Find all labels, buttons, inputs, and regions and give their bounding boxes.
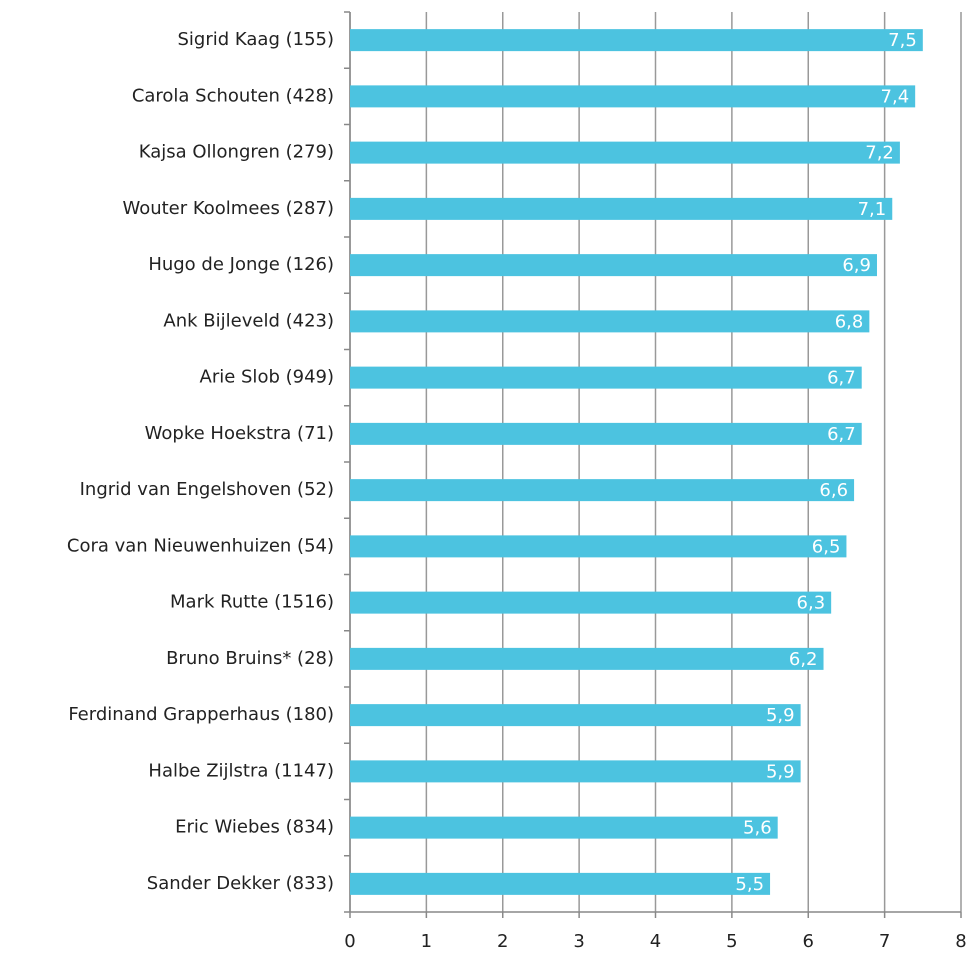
value-label: 6,2 bbox=[789, 649, 818, 670]
y-tick-label: Cora van Nieuwenhuizen (54) bbox=[67, 535, 334, 556]
bar bbox=[350, 872, 771, 895]
value-label: 6,9 bbox=[842, 255, 871, 276]
bar bbox=[350, 366, 862, 389]
y-tick-label: Arie Slob (949) bbox=[200, 367, 335, 388]
bar bbox=[350, 254, 877, 277]
value-label: 5,9 bbox=[766, 761, 795, 782]
y-tick-label: Ferdinand Grapperhaus (180) bbox=[68, 704, 334, 725]
y-tick-label: Sigrid Kaag (155) bbox=[178, 29, 335, 50]
value-label: 5,9 bbox=[766, 705, 795, 726]
y-tick-label: Ingrid van Engelshoven (52) bbox=[80, 479, 334, 500]
value-label: 6,5 bbox=[812, 536, 841, 557]
y-tick-label: Bruno Bruins* (28) bbox=[166, 648, 334, 669]
bar bbox=[350, 85, 916, 108]
x-tick-label: 7 bbox=[879, 931, 890, 952]
value-label: 7,2 bbox=[865, 143, 894, 164]
y-tick-label: Hugo de Jonge (126) bbox=[148, 254, 334, 275]
y-tick-label: Halbe Zijlstra (1147) bbox=[148, 760, 334, 781]
bar bbox=[350, 422, 862, 445]
bar bbox=[350, 816, 778, 839]
x-tick-label: 2 bbox=[497, 931, 508, 952]
bar bbox=[350, 535, 847, 558]
value-label: 7,4 bbox=[881, 86, 910, 107]
x-tick-label: 1 bbox=[421, 931, 432, 952]
y-tick-label: Wopke Hoekstra (71) bbox=[145, 423, 334, 444]
value-label: 6,8 bbox=[835, 311, 864, 332]
y-tick-label: Mark Rutte (1516) bbox=[170, 592, 334, 613]
x-tick-label: 8 bbox=[955, 931, 966, 952]
value-label: 7,5 bbox=[888, 30, 917, 51]
bar bbox=[350, 310, 870, 333]
bar bbox=[350, 760, 801, 783]
bar bbox=[350, 197, 893, 220]
x-tick-label: 0 bbox=[344, 931, 355, 952]
value-label: 5,6 bbox=[743, 818, 772, 839]
y-tick-label: Ank Bijleveld (423) bbox=[163, 310, 334, 331]
y-tick-label: Sander Dekker (833) bbox=[147, 873, 334, 894]
y-tick-label: Carola Schouten (428) bbox=[132, 85, 334, 106]
x-tick-label: 3 bbox=[573, 931, 584, 952]
value-label: 5,5 bbox=[735, 874, 764, 895]
value-label: 6,7 bbox=[827, 368, 856, 389]
bar bbox=[350, 29, 923, 52]
bar bbox=[350, 704, 801, 727]
x-tick-label: 4 bbox=[650, 931, 661, 952]
y-tick-label: Eric Wiebes (834) bbox=[175, 817, 334, 838]
x-tick-label: 6 bbox=[803, 931, 814, 952]
bar bbox=[350, 591, 832, 614]
value-label: 7,1 bbox=[858, 199, 887, 220]
value-label: 6,3 bbox=[797, 593, 826, 614]
bar bbox=[350, 141, 900, 164]
bar bbox=[350, 647, 824, 670]
bar bbox=[350, 479, 855, 502]
x-tick-label: 5 bbox=[726, 931, 737, 952]
value-label: 6,6 bbox=[819, 480, 848, 501]
value-label: 6,7 bbox=[827, 424, 856, 445]
y-tick-label: Kajsa Ollongren (279) bbox=[139, 142, 334, 163]
y-tick-label: Wouter Koolmees (287) bbox=[122, 198, 334, 219]
